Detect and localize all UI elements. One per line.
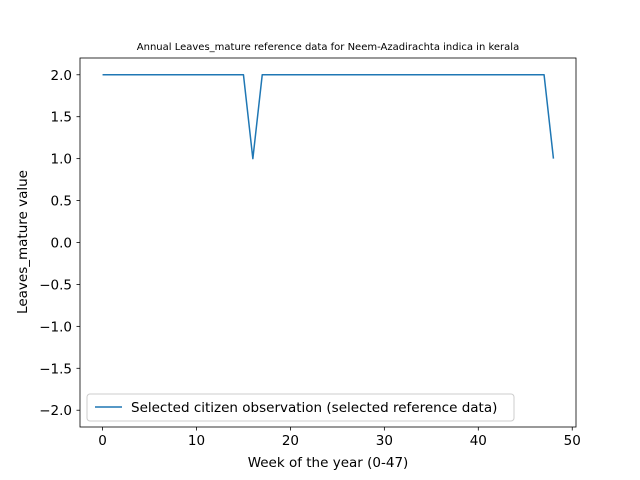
x-tick-label: 50 — [564, 433, 581, 449]
legend: Selected citizen observation (selected r… — [86, 393, 515, 422]
x-tick-label: 0 — [98, 433, 107, 449]
axes: 0 10 20 30 40 50 −2.0 −1.5 −1.0 −0.5 0.0 0.5 1.0 1.5 2… — [39, 57, 581, 449]
x-tick-label: 20 — [282, 433, 299, 449]
y-tick-label: 0.0 — [51, 236, 72, 252]
series-line-0 — [102, 74, 555, 160]
y-tick-label: 1.5 — [51, 110, 72, 126]
y-tick-label: 2.0 — [51, 68, 72, 84]
legend-box — [86, 393, 515, 422]
legend-entry-label: Selected citizen observation (selected r… — [131, 400, 497, 416]
y-tick-label: −1.0 — [39, 319, 72, 335]
y-tick-label: −0.5 — [39, 277, 72, 293]
x-tick-label: 10 — [188, 433, 205, 449]
chart-title: Annual Leaves_mature reference data for … — [137, 42, 519, 53]
x-axis-label: Week of the year (0-47) — [248, 455, 409, 471]
x-tick-label: 40 — [470, 433, 487, 449]
y-tick-label: −2.0 — [39, 403, 72, 419]
x-tick-label: 30 — [376, 433, 393, 449]
y-tick-label: 1.0 — [51, 152, 72, 168]
y-tick-label: −1.5 — [39, 361, 72, 377]
axes-frame — [79, 57, 577, 428]
plot-area — [102, 74, 555, 160]
y-tick-label: 0.5 — [51, 194, 72, 210]
y-axis-label: Leaves_mature value — [15, 170, 31, 314]
